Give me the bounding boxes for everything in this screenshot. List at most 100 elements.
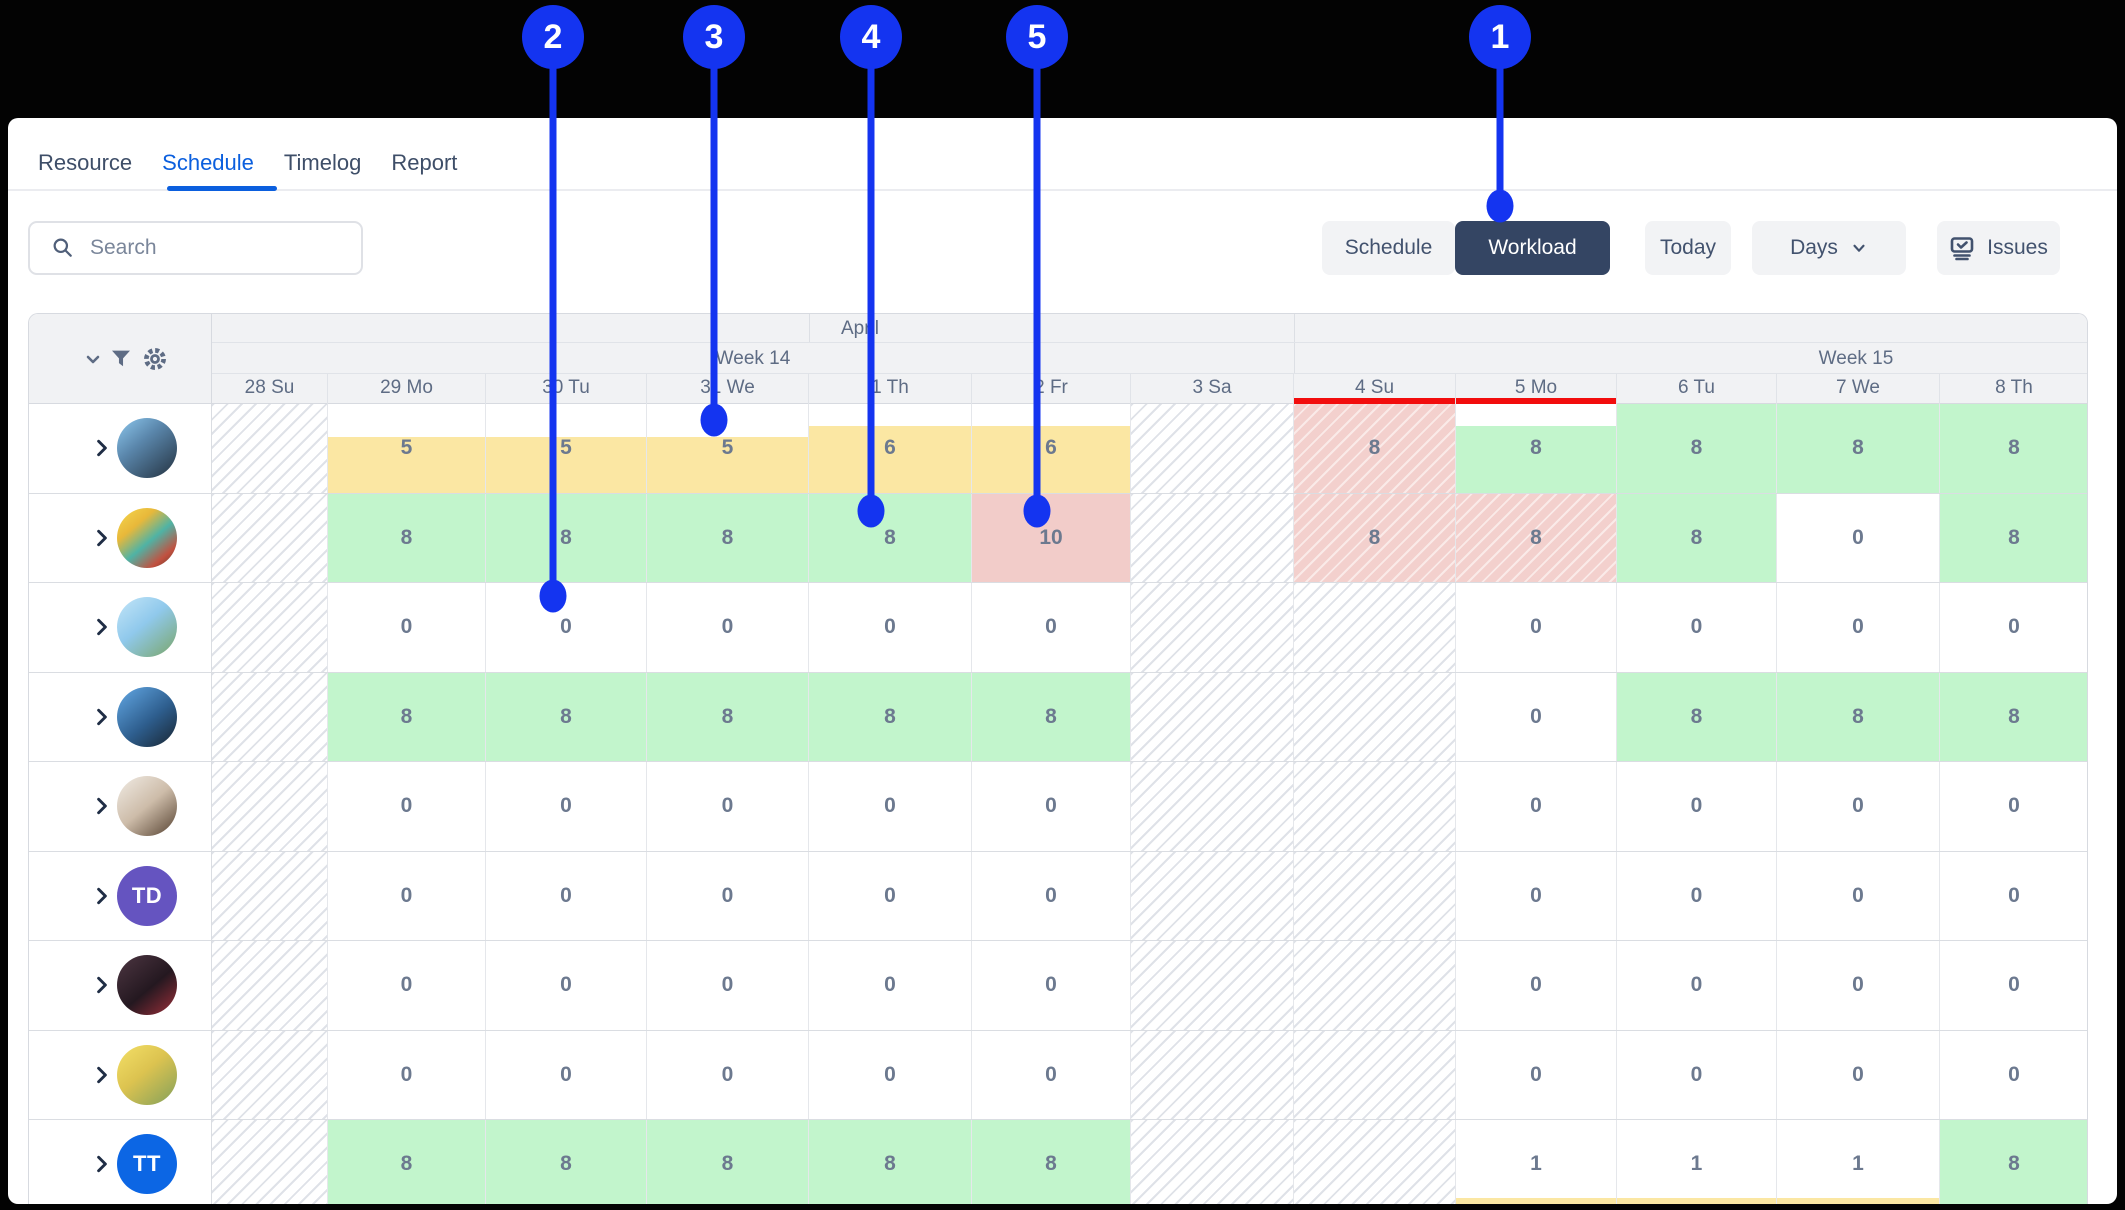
workload-cell[interactable]: 8 [328,493,486,582]
avatar[interactable] [117,776,177,837]
avatar[interactable] [117,1044,177,1105]
workload-cell[interactable]: 0 [1617,851,1777,940]
tab-report[interactable]: Report [391,150,458,175]
workload-cell[interactable] [1294,851,1456,940]
workload-cell[interactable]: 1 [1456,1120,1617,1204]
workload-cell[interactable] [212,672,328,761]
workload-cell[interactable]: 0 [328,851,486,940]
workload-cell[interactable]: 6 [809,404,972,493]
workload-cell[interactable]: 0 [1617,583,1777,672]
workload-cell[interactable]: 8 [1456,404,1617,493]
workload-cell[interactable] [1294,672,1456,761]
tab-timelog[interactable]: Timelog [283,150,362,175]
workload-cell[interactable]: 0 [1777,941,1940,1030]
expand-chevron-icon[interactable] [93,618,111,636]
workload-cell[interactable] [1131,404,1294,493]
workload-cell[interactable]: 0 [809,583,972,672]
expand-chevron-icon[interactable] [93,708,111,726]
workload-cell[interactable]: 1 [1617,1120,1777,1204]
workload-cell[interactable]: 0 [1777,851,1940,940]
workload-cell[interactable]: 0 [809,941,972,1030]
expand-chevron-icon[interactable] [93,1066,111,1084]
workload-cell[interactable]: 6 [972,404,1131,493]
expand-chevron-icon[interactable] [93,887,111,905]
workload-cell[interactable]: 0 [486,941,647,1030]
workload-cell[interactable] [1294,941,1456,1030]
issues-button[interactable]: Issues [1937,221,2060,275]
workload-cell[interactable]: 10 [972,493,1131,582]
tab-schedule[interactable]: Schedule [162,150,254,175]
workload-cell[interactable]: 8 [1777,672,1940,761]
workload-cell[interactable]: 8 [1940,1120,2087,1204]
workload-cell[interactable] [1131,1030,1294,1119]
workload-cell[interactable]: 0 [1456,1030,1617,1119]
workload-cell[interactable]: 0 [972,1030,1131,1119]
workload-cell[interactable]: 8 [486,1120,647,1204]
workload-cell[interactable] [1131,1120,1294,1204]
avatar[interactable] [117,507,177,568]
workload-cell[interactable]: 8 [1940,672,2087,761]
workload-cell[interactable] [1294,762,1456,851]
workload-cell[interactable]: 0 [1940,1031,2087,1120]
workload-cell[interactable]: 5 [486,404,647,493]
workload-cell[interactable] [1294,1030,1456,1119]
workload-cell[interactable]: 0 [1456,762,1617,851]
workload-cell[interactable]: 8 [1940,404,2087,493]
expand-chevron-icon[interactable] [93,439,111,457]
workload-cell[interactable]: 0 [1617,941,1777,1030]
workload-cell[interactable]: 0 [972,851,1131,940]
workload-cell[interactable] [1294,1120,1456,1204]
today-button[interactable]: Today [1645,221,1731,275]
workload-cell[interactable]: 0 [809,1030,972,1119]
workload-cell[interactable]: 0 [486,851,647,940]
workload-cell[interactable]: 0 [647,1030,809,1119]
avatar[interactable] [117,418,177,479]
workload-cell[interactable]: 5 [647,404,809,493]
workload-cell[interactable]: 0 [647,583,809,672]
workload-cell[interactable]: 0 [328,583,486,672]
workload-cell[interactable]: 8 [328,672,486,761]
workload-cell[interactable]: 0 [647,941,809,1030]
workload-cell[interactable]: 8 [1617,493,1777,582]
view-schedule-button[interactable]: Schedule [1322,221,1455,275]
workload-cell[interactable]: 8 [486,672,647,761]
workload-cell[interactable]: 0 [1777,1030,1940,1119]
avatar[interactable] [117,686,177,747]
workload-cell[interactable]: 8 [647,672,809,761]
workload-cell[interactable]: 8 [328,1120,486,1204]
workload-cell[interactable] [1131,583,1294,672]
workload-cell[interactable] [212,583,328,672]
workload-cell[interactable] [1131,672,1294,761]
workload-cell[interactable] [212,941,328,1030]
workload-cell[interactable]: 0 [647,762,809,851]
workload-cell[interactable] [212,851,328,940]
search-input[interactable] [88,235,318,261]
workload-cell[interactable] [212,1120,328,1204]
workload-cell[interactable]: 8 [1617,672,1777,761]
workload-cell[interactable]: 0 [1940,852,2087,941]
workload-cell[interactable] [1131,851,1294,940]
workload-cell[interactable]: 0 [972,941,1131,1030]
workload-cell[interactable]: 0 [647,851,809,940]
workload-cell[interactable]: 0 [486,583,647,672]
avatar[interactable] [117,955,177,1016]
workload-cell[interactable] [1294,583,1456,672]
workload-cell[interactable]: 1 [1777,1120,1940,1204]
workload-cell[interactable]: 0 [1617,762,1777,851]
workload-cell[interactable]: 0 [1456,672,1617,761]
workload-cell[interactable]: 8 [486,493,647,582]
workload-cell[interactable] [212,762,328,851]
workload-cell[interactable]: 0 [486,762,647,851]
workload-cell[interactable]: 8 [1294,404,1456,493]
expand-chevron-icon[interactable] [93,976,111,994]
workload-cell[interactable]: 8 [972,1120,1131,1204]
workload-cell[interactable]: 8 [809,1120,972,1204]
workload-cell[interactable]: 0 [1777,583,1940,672]
expand-chevron-icon[interactable] [93,797,111,815]
workload-cell[interactable] [1131,493,1294,582]
workload-cell[interactable]: 0 [1940,941,2087,1030]
avatar[interactable]: TD [117,865,177,926]
workload-cell[interactable] [212,404,328,493]
workload-cell[interactable]: 8 [972,672,1131,761]
tab-resource[interactable]: Resource [38,150,133,175]
